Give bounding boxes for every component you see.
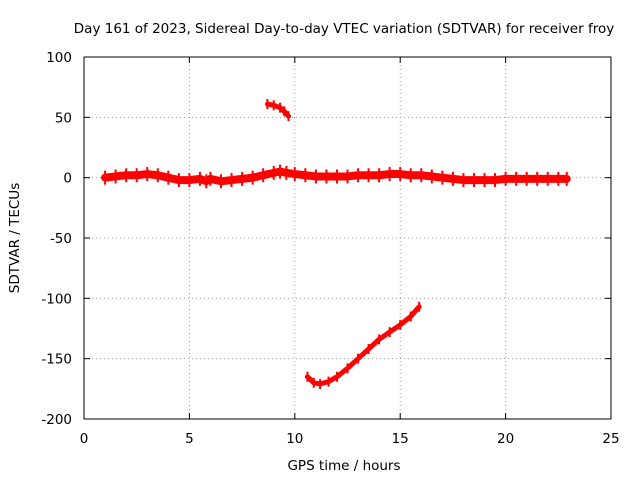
series-upper-arc (264, 99, 291, 122)
y-tick-label: 50 (55, 110, 72, 126)
y-tick-label: 0 (63, 171, 72, 187)
y-tick-label: -200 (41, 412, 72, 428)
x-tick-label: 5 (185, 431, 194, 447)
x-tick-label: 25 (602, 431, 619, 447)
x-tick-label: 0 (80, 431, 89, 447)
series-lower-arc (304, 301, 422, 390)
x-tick-label: 15 (392, 431, 409, 447)
y-tick-label: 100 (46, 50, 72, 66)
grid-layer (84, 57, 611, 419)
chart-title: Day 161 of 2023, Sidereal Day-to-day VTE… (74, 21, 614, 37)
x-tick-label: 10 (286, 431, 303, 447)
series-layer (101, 99, 571, 390)
tick-layer: 0 5 10 15 20 25 100 50 0 -50 -100 -150 -200 (41, 50, 619, 447)
series-main-band (101, 164, 571, 189)
y-tick-label: -100 (41, 291, 72, 307)
x-axis-label: GPS time / hours (287, 458, 400, 474)
y-tick-label: -50 (50, 231, 72, 247)
x-tick-label: 20 (497, 431, 514, 447)
y-axis-label: SDTVAR / TECUs (7, 183, 23, 293)
y-tick-label: -150 (41, 352, 72, 368)
